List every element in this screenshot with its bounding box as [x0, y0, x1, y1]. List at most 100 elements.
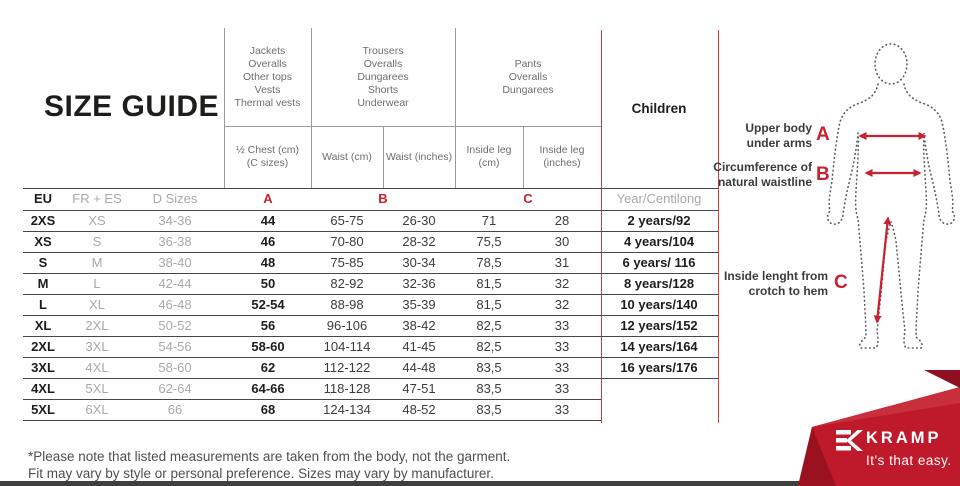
table-cell-b_in: 38-42 [402, 318, 436, 333]
table-cell-d: 58-60 [158, 360, 192, 375]
kramp-logo-banner [798, 370, 960, 486]
table-cell-d: 54-56 [158, 339, 192, 354]
grid-line [455, 28, 456, 188]
col-header-eu: EU [33, 191, 53, 206]
kramp-wordmark: KRAMP [866, 429, 942, 447]
table-cell-c_cm: 78,5 [476, 255, 502, 270]
row-line [23, 252, 718, 253]
col-header-fr-es: FR + ES [72, 191, 122, 206]
footnote-line-1: *Please note that listed measurements ar… [28, 449, 511, 464]
row-line [23, 357, 718, 358]
children-column-box [601, 30, 719, 423]
table-cell-d: 50-52 [158, 318, 192, 333]
table-cell-a: 62 [260, 360, 276, 375]
table-cell-children: 16 years/176 [620, 360, 698, 375]
row-line [23, 399, 601, 400]
grid-line [383, 126, 384, 188]
table-cell-d: 36-38 [158, 234, 192, 249]
table-cell-c_cm: 82,5 [476, 318, 502, 333]
table-cell-c_cm: 71 [481, 213, 497, 228]
table-cell-eu: 5XL [31, 402, 55, 417]
table-cell-d: 46-48 [158, 297, 192, 312]
table-cell-b_in: 26-30 [402, 213, 436, 228]
table-cell-c_in: 32 [554, 276, 570, 291]
page-title: SIZE GUIDE [44, 90, 220, 123]
subcol-waist-inches: Waist (inches) [385, 150, 453, 163]
table-cell-fr_es: L [93, 276, 101, 291]
column-group-trousers: Trousers Overalls Dungarees Shorts Under… [357, 44, 409, 109]
table-cell-fr_es: 5XL [85, 381, 109, 396]
column-group-pants: Pants Overalls Dungarees [502, 57, 554, 96]
table-cell-d: 38-40 [158, 255, 192, 270]
col-header-c: C [523, 191, 533, 206]
table-cell-fr_es: XS [88, 213, 106, 228]
table-cell-children: 4 years/104 [623, 234, 695, 249]
table-cell-children: 14 years/164 [620, 339, 698, 354]
table-cell-c_in: 28 [554, 213, 570, 228]
diagram-letter-a: A [816, 124, 830, 145]
table-cell-d: 66 [167, 402, 183, 417]
table-cell-fr_es: S [92, 234, 102, 249]
table-cell-c_cm: 82,5 [476, 339, 502, 354]
subcol-waist-cm: Waist (cm) [322, 150, 372, 163]
footnote-line-2: Fit may vary by style or personal prefer… [28, 466, 494, 481]
table-cell-fr_es: 6XL [85, 402, 109, 417]
table-cell-c_in: 33 [554, 360, 570, 375]
table-cell-b_cm: 75-85 [330, 255, 364, 270]
table-cell-b_cm: 104-114 [323, 339, 371, 354]
grid-line [224, 126, 601, 127]
table-cell-fr_es: M [91, 255, 103, 270]
subcol-inside-leg-cm: Inside leg (cm) [466, 144, 512, 169]
row-line [23, 210, 718, 211]
kramp-k-icon [836, 430, 863, 451]
table-cell-a: 68 [260, 402, 276, 417]
table-cell-eu: 3XL [31, 360, 55, 375]
table-cell-c_cm: 83,5 [476, 360, 502, 375]
table-cell-b_cm: 65-75 [330, 213, 364, 228]
subcol-half-chest: ½ Chest (cm) (C sizes) [235, 144, 299, 169]
table-cell-children: 2 years/92 [627, 213, 691, 228]
table-cell-a: 48 [260, 255, 276, 270]
table-cell-eu: 2XS [30, 213, 56, 228]
row-line [23, 420, 601, 421]
diagram-letter-c: C [834, 272, 848, 293]
table-cell-d: 34-36 [158, 213, 192, 228]
table-cell-children: 6 years/ 116 [622, 255, 696, 270]
table-cell-c_cm: 83,5 [476, 402, 502, 417]
row-line [23, 378, 718, 379]
table-cell-a: 52-54 [251, 297, 285, 312]
table-cell-b_cm: 96-106 [326, 318, 368, 333]
subcol-inside-leg-inches: Inside leg (inches) [539, 144, 585, 169]
row-line [23, 231, 718, 232]
table-cell-a: 58-60 [251, 339, 285, 354]
table-cell-b_cm: 118-128 [323, 381, 371, 396]
col-header-d-sizes: D Sizes [152, 191, 198, 206]
table-cell-b_in: 47-51 [402, 381, 436, 396]
col-header-a: A [263, 191, 273, 206]
table-cell-c_in: 31 [554, 255, 570, 270]
table-cell-a: 64-66 [251, 381, 285, 396]
table-cell-a: 44 [260, 213, 276, 228]
table-cell-b_cm: 88-98 [330, 297, 364, 312]
measurement-arrows [858, 132, 927, 324]
table-cell-a: 46 [260, 234, 276, 249]
table-cell-c_in: 32 [554, 297, 570, 312]
table-cell-fr_es: 2XL [85, 318, 109, 333]
table-cell-eu: 2XL [31, 339, 55, 354]
table-cell-b_in: 32-36 [402, 276, 436, 291]
col-header-b: B [378, 191, 388, 206]
table-cell-a: 50 [260, 276, 276, 291]
table-cell-eu: S [38, 255, 48, 270]
table-cell-c_in: 33 [554, 381, 570, 396]
kramp-tagline: It's that easy. [866, 453, 952, 468]
arrow-c [873, 216, 892, 324]
table-cell-children: 12 years/152 [620, 318, 698, 333]
diagram-label-waistline: Circumference of natural waistline [713, 160, 812, 189]
table-cell-fr_es: 3XL [85, 339, 109, 354]
diagram-label-upper-body: Upper body under arms [745, 121, 812, 150]
table-cell-children: 8 years/128 [623, 276, 695, 291]
diagram-letter-b: B [816, 164, 830, 185]
table-cell-eu: XL [34, 318, 52, 333]
table-cell-fr_es: XL [89, 297, 105, 312]
table-cell-b_cm: 82-92 [330, 276, 364, 291]
